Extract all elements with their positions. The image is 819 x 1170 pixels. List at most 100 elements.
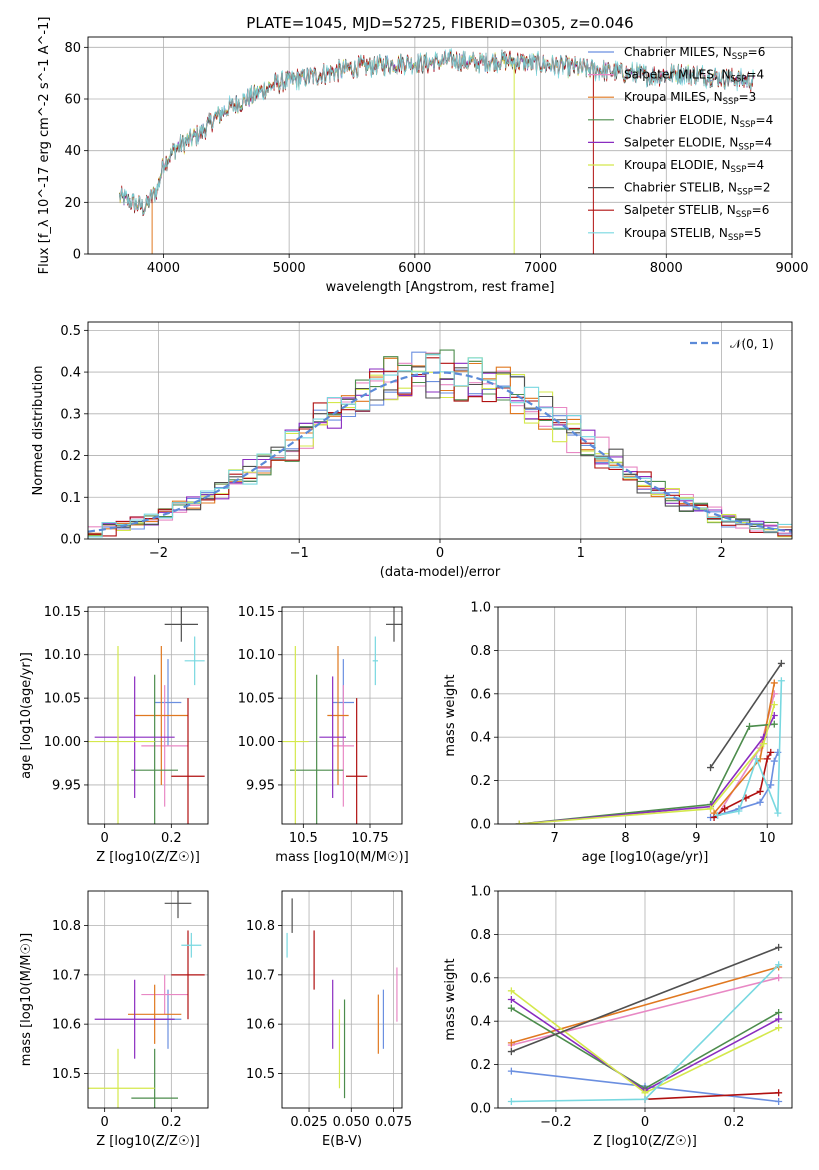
weight-point-marker: [775, 961, 783, 969]
y-tick-label: 0.2: [470, 774, 491, 789]
y-tick-label: 10.00: [44, 735, 81, 750]
weight-point-marker: [641, 1089, 649, 1097]
legend-label: Kroupa MILES, NSSP=3: [624, 90, 756, 107]
x-tick-label: 0.2: [724, 1115, 745, 1130]
x-tick-label: 7: [551, 831, 559, 846]
x-tick-label: 7000: [524, 261, 557, 276]
legend-label: Chabrier STELIB, NSSP=2: [624, 181, 771, 198]
legend-label-subscript: SSP: [728, 233, 744, 243]
axis-ticks: 4000 5000 6000 7000 8000 9000 0 20 40 60 80: [64, 41, 808, 276]
legend-label: Kroupa STELIB, NSSP=5: [624, 226, 762, 243]
weight-point-marker: [775, 974, 783, 982]
mass-vs-ebv-panel: 0.025 0.050 0.075 10.5 10.6 10.7 10.8 E(B-V): [246, 890, 412, 1149]
weight-point-marker: [745, 722, 753, 730]
y-tick-label: 0.6: [470, 687, 491, 702]
x-tick-label: 8000: [650, 261, 683, 276]
axes-frame: [87, 321, 793, 540]
y-tick-label: 10.15: [44, 605, 81, 620]
age-vs-metallicity-panel: 0 0.2 9.95 10.00 10.05 10.10 10.15 Z [log10(Z/Z…: [19, 605, 209, 865]
legend-label-count: =4: [754, 135, 772, 149]
weight-point-marker: [770, 720, 778, 728]
y-tick-label: 0.3: [60, 407, 81, 422]
weight-series-line: [519, 723, 775, 824]
x-axis-label: Z [log10(Z/Z☉)]: [96, 1134, 200, 1149]
weight-point-marker: [770, 701, 778, 709]
legend-label-subscript: SSP: [732, 52, 748, 62]
weight-point-marker: [507, 1097, 515, 1105]
legend-label-count: =5: [744, 226, 762, 240]
x-tick-label: 0.025: [290, 1115, 327, 1130]
x-tick-label: 0: [641, 1115, 649, 1130]
y-tick-label: 0.6: [470, 971, 491, 986]
y-tick-label: 10.10: [44, 648, 81, 663]
x-tick-label: 0.2: [161, 1115, 182, 1130]
plot-area: [286, 898, 398, 1099]
weight-point-marker: [774, 809, 782, 817]
axes-frame: [87, 606, 209, 825]
legend-label-subscript: SSP: [731, 165, 747, 175]
y-tick-label: 10.7: [246, 968, 275, 983]
x-tick-label: 8: [621, 831, 629, 846]
legend-label-subscript: SSP: [740, 120, 756, 130]
weight-point-marker: [775, 1089, 783, 1097]
axes-frame: [87, 36, 793, 255]
legend-label-text: Kroupa STELIB, N: [624, 226, 728, 240]
y-tick-label: 10.05: [44, 692, 81, 707]
axes-frame: [281, 606, 403, 825]
grid-lines: [88, 891, 208, 1108]
weight-point-marker: [763, 755, 771, 763]
weight-series-line: [709, 662, 783, 769]
x-tick-label: 10.75: [351, 831, 388, 846]
weight-point-marker: [777, 659, 785, 667]
weight-point-marker: [707, 805, 715, 813]
weight-point-marker: [777, 677, 785, 685]
x-tick-label: 5000: [273, 261, 306, 276]
weight-series-line: [519, 704, 776, 824]
x-axis-label: age [log10(age/yr)]: [582, 850, 709, 865]
legend-label-count: =3: [739, 90, 757, 104]
y-tick-label: 9.95: [52, 778, 81, 793]
weight-point-marker: [721, 805, 729, 813]
weight-point-marker: [775, 1009, 783, 1017]
legend-label-subscript: SSP: [723, 97, 739, 107]
x-axis-label: (data-model)/error: [380, 565, 501, 580]
y-tick-label: 40: [64, 144, 81, 159]
legend-label: Chabrier MILES, NSSP=6: [624, 45, 765, 62]
axis-ticks: 0 0.2 9.95 10.00 10.05 10.10 10.15: [44, 605, 182, 846]
legend-label-text: Chabrier STELIB, N: [624, 181, 737, 195]
y-tick-label: 10.5: [52, 1067, 81, 1082]
legend-label-text: Chabrier MILES, N: [624, 45, 732, 59]
y-axis-label: Normed distribution: [31, 366, 46, 496]
y-tick-label: 60: [64, 93, 81, 108]
legend-label: Salpeter STELIB, NSSP=6: [624, 203, 769, 220]
y-tick-label: 0.0: [470, 1102, 491, 1117]
plot-area: [282, 607, 402, 824]
x-tick-label: 0: [101, 1115, 109, 1130]
legend-label-text: Kroupa ELODIE, N: [624, 158, 731, 172]
x-tick-label: 4000: [147, 261, 180, 276]
y-tick-label: 0.5: [60, 324, 81, 339]
legend-label-subscript: SSP: [738, 142, 754, 152]
mass-vs-metallicity-panel: 0 0.2 10.5 10.6 10.7 10.8 Z [log10(Z/Z☉)] mass …: [19, 890, 209, 1149]
plot-area: [507, 943, 783, 1105]
y-tick-label: 0.2: [60, 449, 81, 464]
legend-label-subscript: SSP: [737, 188, 753, 198]
x-axis-label: wavelength [Angstrom, rest frame]: [326, 280, 555, 295]
x-axis-label: Z [log10(Z/Z☉)]: [593, 1134, 697, 1149]
x-axis-label: mass [log10(M/M☉)]: [275, 850, 408, 865]
y-tick-label: 0.1: [60, 491, 81, 506]
x-tick-label: −2: [149, 546, 168, 561]
weight-point-marker: [756, 787, 764, 795]
y-tick-label: 0.8: [470, 928, 491, 943]
weight-point-marker: [775, 1015, 783, 1023]
legend-label-subscript: SSP: [731, 75, 747, 85]
weight-point-marker: [756, 798, 764, 806]
legend-label: Salpeter ELODIE, NSSP=4: [624, 135, 772, 152]
y-axis-label: mass weight: [443, 958, 458, 1040]
axes-frame: [87, 890, 209, 1109]
age-vs-mass-panel: 10.5 10.75 9.95 10.00 10.05 10.10 10.15 mass [l…: [238, 605, 409, 865]
weight-point-marker: [507, 1048, 515, 1056]
y-tick-label: 0.0: [60, 533, 81, 548]
grid-lines: [282, 891, 402, 1108]
y-tick-label: 80: [64, 41, 81, 56]
